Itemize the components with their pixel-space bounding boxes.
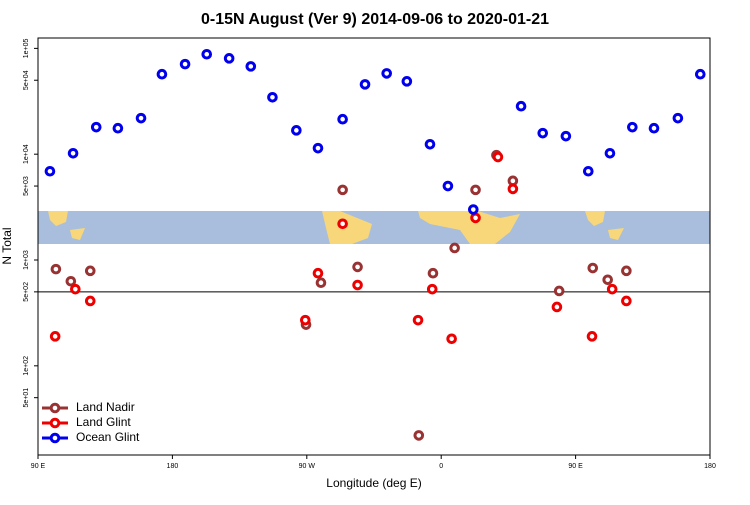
legend-marker xyxy=(49,432,61,444)
x-tick-label: 90 W xyxy=(299,463,316,470)
point xyxy=(315,277,327,289)
point xyxy=(70,283,81,295)
point xyxy=(648,122,660,134)
point xyxy=(468,204,479,215)
point xyxy=(587,262,599,274)
land-shape xyxy=(585,211,624,240)
point xyxy=(602,274,614,286)
point xyxy=(50,263,62,275)
point xyxy=(537,127,549,139)
point xyxy=(515,100,527,112)
point xyxy=(449,242,460,254)
point xyxy=(156,68,168,80)
point xyxy=(44,165,56,177)
point xyxy=(586,331,598,342)
point xyxy=(312,142,324,154)
x-axis-label: Longitude (deg E) xyxy=(326,476,421,490)
point xyxy=(291,125,302,136)
point xyxy=(604,147,616,159)
point xyxy=(427,267,439,279)
y-tick-label: 5e+02 xyxy=(23,282,30,302)
point xyxy=(337,184,348,196)
legend-marker xyxy=(49,402,61,414)
land-shape xyxy=(322,211,372,244)
point xyxy=(507,183,519,195)
point xyxy=(337,113,348,125)
point xyxy=(582,165,594,177)
point xyxy=(621,265,632,277)
x-tick-label: 180 xyxy=(704,463,716,470)
legend-label: Land Nadir xyxy=(76,400,135,414)
point xyxy=(426,283,438,295)
legend-label: Ocean Glint xyxy=(76,430,140,444)
point xyxy=(413,430,425,441)
point xyxy=(424,139,436,150)
x-tick-label: 180 xyxy=(167,463,179,470)
point xyxy=(359,79,371,90)
point xyxy=(606,283,618,295)
point xyxy=(135,112,147,124)
y-tick-label: 1e+05 xyxy=(23,38,30,58)
chart-title: 0-15N August (Ver 9) 2014-09-06 to 2020-… xyxy=(201,11,549,28)
point xyxy=(560,130,572,142)
point xyxy=(672,112,684,124)
x-tick-label: 90 E xyxy=(568,463,583,470)
plot-frame xyxy=(37,37,711,456)
land-shape xyxy=(418,211,520,244)
point xyxy=(470,212,481,224)
x-tick-label: 0 xyxy=(439,463,443,470)
legend-marker xyxy=(49,417,61,429)
point xyxy=(49,331,61,342)
point xyxy=(245,61,257,72)
point xyxy=(300,314,311,326)
map-band xyxy=(38,211,710,244)
y-tick-label: 5e+04 xyxy=(23,70,30,90)
point xyxy=(551,301,563,313)
point xyxy=(312,267,324,279)
point xyxy=(201,48,213,60)
point xyxy=(179,58,191,70)
legend-label: Land Glint xyxy=(76,415,131,429)
point xyxy=(381,68,392,79)
point xyxy=(67,147,79,159)
point xyxy=(267,91,278,103)
point xyxy=(112,122,124,134)
y-tick-label: 1e+03 xyxy=(23,250,30,270)
point xyxy=(492,151,504,163)
point xyxy=(337,218,348,230)
y-tick-label: 1e+02 xyxy=(23,356,30,376)
point xyxy=(621,295,632,307)
point xyxy=(442,180,454,192)
point xyxy=(553,285,565,297)
point xyxy=(65,275,77,287)
x-tick-label: 90 E xyxy=(31,463,46,470)
point xyxy=(84,295,96,307)
point xyxy=(627,121,638,133)
y-axis-label: N Total xyxy=(0,227,14,264)
ocean-band xyxy=(38,211,710,244)
y-tick-label: 1e+04 xyxy=(23,144,30,164)
point xyxy=(90,121,102,133)
y-tick-label: 5e+03 xyxy=(23,176,30,196)
land-shape xyxy=(48,211,85,240)
point xyxy=(470,184,481,196)
point xyxy=(352,279,363,291)
point xyxy=(223,53,235,64)
point xyxy=(694,68,706,80)
point xyxy=(84,265,96,277)
point xyxy=(507,175,519,187)
y-tick-label: 5e+01 xyxy=(23,388,30,408)
point xyxy=(352,261,363,273)
point xyxy=(446,333,457,345)
point xyxy=(412,314,424,326)
point xyxy=(401,76,413,87)
